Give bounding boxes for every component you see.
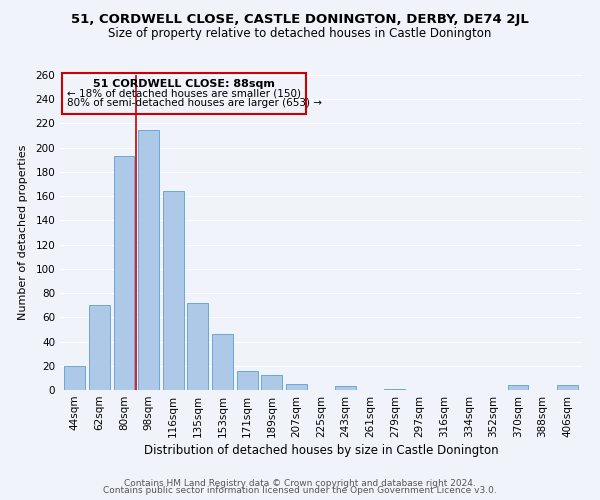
X-axis label: Distribution of detached houses by size in Castle Donington: Distribution of detached houses by size … — [143, 444, 499, 457]
Bar — [335, 386, 356, 390]
Text: 51 CORDWELL CLOSE: 88sqm: 51 CORDWELL CLOSE: 88sqm — [94, 78, 275, 88]
Text: ← 18% of detached houses are smaller (150): ← 18% of detached houses are smaller (15… — [67, 88, 301, 99]
Text: Size of property relative to detached houses in Castle Donington: Size of property relative to detached ho… — [109, 28, 491, 40]
Bar — [557, 385, 578, 390]
Bar — [64, 366, 85, 390]
Bar — [508, 385, 529, 390]
Bar — [113, 156, 134, 390]
Bar — [187, 303, 208, 390]
Bar — [62, 72, 306, 114]
Bar — [286, 384, 307, 390]
Text: Contains HM Land Registry data © Crown copyright and database right 2024.: Contains HM Land Registry data © Crown c… — [124, 478, 476, 488]
Bar — [236, 370, 257, 390]
Bar — [385, 389, 406, 390]
Text: 51, CORDWELL CLOSE, CASTLE DONINGTON, DERBY, DE74 2JL: 51, CORDWELL CLOSE, CASTLE DONINGTON, DE… — [71, 12, 529, 26]
Text: 80% of semi-detached houses are larger (653) →: 80% of semi-detached houses are larger (… — [67, 98, 322, 108]
Bar — [89, 305, 110, 390]
Bar — [212, 334, 233, 390]
Bar — [261, 376, 282, 390]
Bar — [138, 130, 159, 390]
Bar — [163, 192, 184, 390]
Text: Contains public sector information licensed under the Open Government Licence v3: Contains public sector information licen… — [103, 486, 497, 495]
Y-axis label: Number of detached properties: Number of detached properties — [19, 145, 28, 320]
